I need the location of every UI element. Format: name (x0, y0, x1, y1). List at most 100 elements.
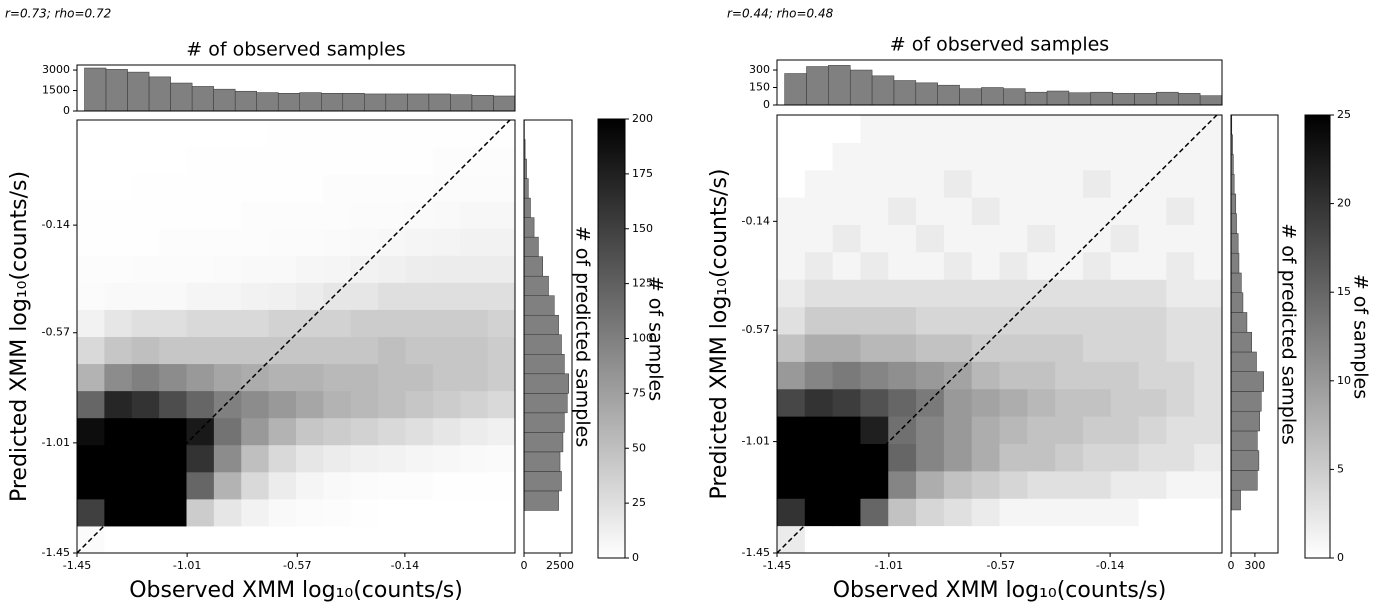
heatmap-cell (1027, 251, 1056, 280)
heatmap-cell (1082, 279, 1112, 308)
heatmap-cell (943, 416, 973, 444)
heatmap-cell (487, 201, 516, 229)
heatmap-cell (1138, 306, 1167, 335)
colorbar-tick-label: 10 (1337, 374, 1351, 387)
heatmap-cell (860, 498, 889, 527)
heatmap-cell (487, 309, 516, 337)
top-hist-bar (959, 88, 982, 106)
heatmap-cell (131, 309, 160, 337)
heatmap-cell (131, 228, 160, 256)
heatmap-cell (432, 390, 461, 419)
heatmap-cell (213, 255, 242, 283)
heatmap-cell (777, 251, 806, 280)
heatmap-cell (860, 197, 889, 225)
y-axis-label: Predicted XMM log₁₀(counts/s) (707, 168, 732, 499)
y-tick-label: -0.14 (742, 214, 770, 227)
heatmap-cell (832, 142, 861, 171)
right-hist-bar (1230, 193, 1237, 214)
heatmap-cell (888, 142, 917, 171)
heatmap-cell (159, 120, 187, 148)
heatmap-cell (241, 417, 270, 446)
heatmap-cell (186, 525, 215, 554)
heatmap-cell (405, 363, 434, 392)
right-hist-bar (523, 236, 539, 257)
heatmap-cell (832, 306, 861, 335)
heatmap-cell (323, 228, 352, 256)
heatmap-cell (1166, 197, 1195, 225)
heatmap-cell (131, 147, 160, 175)
heatmap-cell (432, 309, 461, 337)
heatmap-cell (1166, 443, 1195, 472)
heatmap-cell (1110, 525, 1140, 554)
heatmap-cell (1110, 361, 1140, 390)
heatmap-cell (296, 417, 324, 446)
heatmap-cell (1110, 443, 1140, 472)
heatmap-cell (213, 309, 242, 337)
heatmap-cell (432, 417, 461, 446)
right-hist-tick-label: 0 (521, 559, 528, 572)
top-hist-bar (105, 69, 128, 112)
heatmap-cell (943, 525, 973, 554)
heatmap-cell (460, 444, 489, 473)
heatmap-cell (999, 169, 1028, 198)
heatmap-cell (460, 147, 489, 175)
heatmap-cell (104, 255, 133, 283)
right-hist-bar (1230, 252, 1240, 274)
heatmap-cell (888, 306, 917, 335)
heatmap-cell (1055, 306, 1084, 335)
heatmap-cell (777, 142, 806, 171)
top-hist-tick-label: 150 (749, 81, 770, 94)
top-hist-bar (234, 90, 257, 112)
x-tick-label: -0.14 (1096, 559, 1124, 572)
heatmap-cell (1055, 498, 1084, 527)
heatmap-cell (186, 444, 215, 473)
heatmap-cell (460, 390, 489, 419)
colorbar-tick-label: 200 (632, 112, 653, 125)
heatmap-cell (213, 147, 242, 175)
heatmap-cell (1110, 224, 1140, 253)
heatmap-cell (971, 224, 1000, 253)
top-hist-bar (937, 84, 960, 106)
heatmap-cell (77, 390, 105, 419)
heatmap-cell (487, 174, 516, 202)
heatmap-cell (1138, 279, 1167, 308)
heatmap-cell (832, 525, 861, 554)
heatmap-cell (860, 443, 889, 472)
heatmap-cell (971, 251, 1000, 280)
heatmap-cell (186, 390, 215, 419)
heatmap-cell (1166, 169, 1195, 198)
heatmap-cell (804, 115, 834, 143)
heatmap-cell (1138, 197, 1167, 225)
heatmap-cell (186, 228, 215, 256)
colorbar-tick-label: 15 (1337, 285, 1351, 298)
heatmap-cell (77, 228, 105, 256)
heatmap-cell (104, 390, 133, 419)
heatmap-cell (186, 336, 215, 365)
top-hist-bar (1090, 91, 1113, 106)
heatmap-cell (186, 120, 215, 148)
heatmap-cell (1110, 388, 1140, 417)
heatmap-cell (1082, 115, 1112, 143)
heatmap-cell (888, 498, 917, 527)
heatmap-cell (860, 416, 889, 444)
x-tick-label: -1.01 (173, 559, 201, 572)
heatmap-cell (460, 201, 489, 229)
top-hist-bar (1112, 93, 1135, 106)
right-hist-bar (1230, 371, 1264, 392)
heatmap-cell (350, 336, 379, 365)
heatmap-cell (888, 361, 917, 390)
heatmap-cell (1166, 361, 1195, 390)
heatmap-cell (241, 336, 270, 365)
heatmap-cell (405, 282, 434, 310)
heatmap-cell (1082, 388, 1112, 417)
heatmap-cell (777, 498, 806, 527)
heatmap-cell (323, 201, 352, 229)
heatmap-cell (1110, 470, 1140, 499)
top-hist-bar (84, 67, 107, 112)
heatmap-cell (860, 525, 889, 554)
heatmap-cell (916, 224, 945, 253)
heatmap-cell (777, 197, 806, 225)
heatmap-cell (1166, 388, 1195, 417)
heatmap-cell (487, 120, 516, 148)
heatmap-cell (1027, 470, 1056, 499)
